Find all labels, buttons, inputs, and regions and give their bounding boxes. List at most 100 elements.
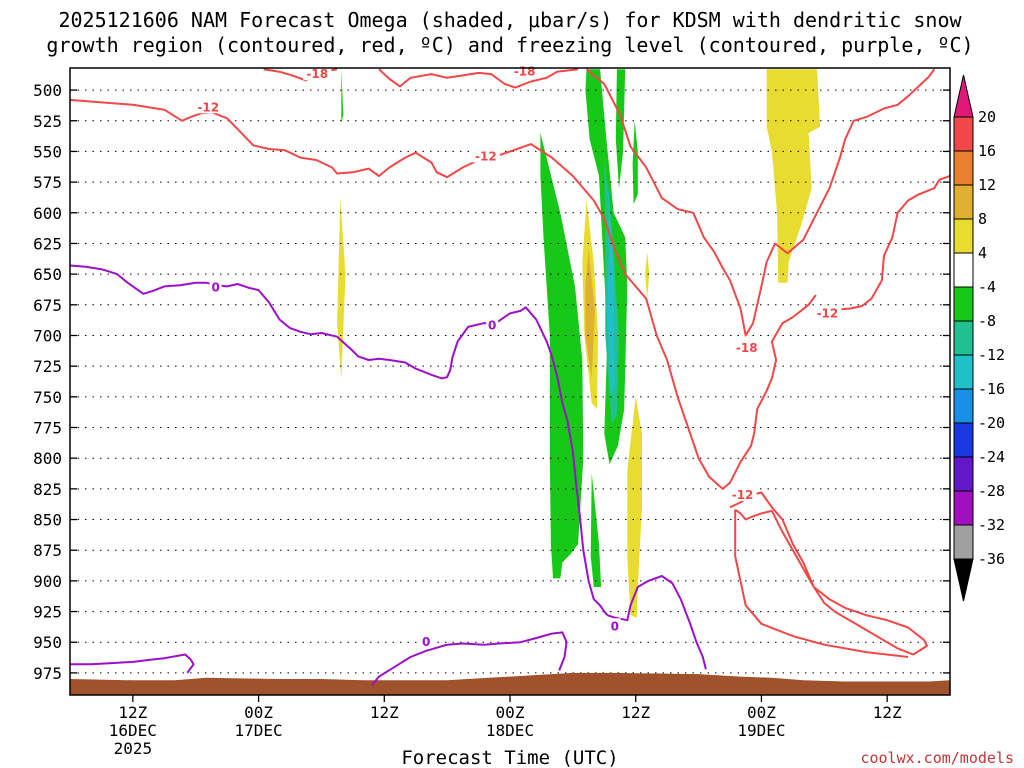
- y-tick-label: 825: [33, 480, 62, 499]
- dgz-contour-4: [818, 175, 950, 316]
- x-tick-label: 00Z: [747, 703, 776, 722]
- freezing-contour-0: [70, 264, 609, 616]
- x-axis-title: Forecast Time (UTC): [401, 747, 618, 768]
- colorbar-label: 8: [978, 210, 987, 228]
- contour-labels: -18 -18 -12 -12 -12 -18 -12 0 0 0 0: [194, 63, 842, 649]
- y-tick-label: 875: [33, 541, 62, 560]
- x-tick-label: 00Z: [244, 703, 273, 722]
- x-tick-label: 00Z: [496, 703, 525, 722]
- contour-label: 0: [211, 281, 219, 295]
- y-tick-label: 775: [33, 419, 62, 438]
- colorbar-bin: [953, 456, 974, 492]
- omega-area-12: [645, 252, 650, 299]
- terrain-area: [70, 672, 950, 695]
- x-tick-label: 19DEC: [737, 721, 785, 740]
- freezing-contour-1: [70, 653, 195, 674]
- contour-label-bg: [486, 317, 499, 332]
- omega-area-10: [632, 120, 638, 205]
- y-tick-label: 975: [33, 664, 62, 683]
- freezing-contour-3: [607, 575, 707, 670]
- y-tick-label: 675: [33, 296, 62, 315]
- colorbar-label: 20: [978, 108, 996, 126]
- x-tick-label: 12Z: [873, 703, 902, 722]
- omega-area-1: [337, 198, 346, 379]
- colorbar-label: -12: [978, 346, 1005, 364]
- plot-background: [70, 68, 950, 695]
- contour-label-bg: [471, 148, 500, 163]
- freezing-contour-2: [370, 631, 568, 686]
- colorbar-bin: [953, 524, 974, 560]
- credit-text: coolwx.com/models: [860, 749, 1014, 767]
- contour-label: -18: [306, 67, 328, 81]
- plot-area: -18 -18 -12 -12 -12 -18 -12 0 0 0 0: [69, 63, 951, 696]
- omega-shading: [337, 69, 821, 618]
- colorbar-label: -20: [978, 414, 1005, 432]
- dgz-contour-3: [585, 68, 936, 337]
- y-axis-pressure: 500 525 550 575 600 625 650 675 700 725 750 775 800 8…: [33, 81, 950, 683]
- omega-area-2: [540, 133, 584, 579]
- x-tick-label: 16DEC: [109, 721, 157, 740]
- y-tick-label: 525: [33, 112, 62, 131]
- y-tick-label: 850: [33, 511, 62, 530]
- colorbar-top-arrow: [953, 74, 974, 118]
- colorbar-bin: [953, 354, 974, 390]
- omega-area-0: [341, 69, 344, 124]
- contour-label-bg: [194, 99, 223, 114]
- colorbar-label: 12: [978, 176, 996, 194]
- colorbar-bin: [953, 150, 974, 186]
- chart-title-line1: 2025121606 NAM Forecast Omega (shaded, μ…: [58, 8, 962, 32]
- y-tick-label: 500: [33, 81, 62, 100]
- omega-area-13: [766, 69, 821, 283]
- y-tick-label: 900: [33, 572, 62, 591]
- contour-label: 0: [488, 319, 496, 333]
- colorbar-legend: 20 16 12 8 4 -4 -8 -12 -16 -20 -24 -28 -32 -36: [953, 74, 1005, 602]
- x-tick-label: 12Z: [118, 703, 147, 722]
- contour-label-bg: [608, 618, 621, 633]
- colorbar-label: -8: [978, 312, 996, 330]
- x-tick-label: 12Z: [621, 703, 650, 722]
- dgz-contour-2: [378, 68, 579, 89]
- colorbar-label: -4: [978, 278, 996, 296]
- y-tick-label: 925: [33, 603, 62, 622]
- x-tick-label: 12Z: [370, 703, 399, 722]
- colorbar-label: -28: [978, 482, 1005, 500]
- colorbar-bin: [953, 490, 974, 526]
- y-tick-label: 700: [33, 326, 62, 345]
- y-tick-label: 800: [33, 449, 62, 468]
- y-tick-label: 750: [33, 388, 62, 407]
- contour-label: -12: [475, 149, 497, 163]
- omega-area-5: [585, 249, 595, 379]
- colorbar-label: -24: [978, 448, 1005, 466]
- contour-label: -12: [197, 100, 219, 114]
- colorbar-bin: [953, 286, 974, 322]
- dgz-contour-5: [729, 491, 928, 656]
- omega-area-9: [607, 176, 615, 397]
- contour-label-bg: [510, 63, 539, 78]
- omega-area-7: [615, 69, 626, 189]
- colorbar-label: 16: [978, 142, 996, 160]
- contour-label: -12: [732, 488, 754, 502]
- x-tick-label: 2025: [114, 739, 153, 758]
- contour-label-bg: [303, 66, 332, 81]
- omega-area-3: [590, 472, 602, 587]
- contour-label: -18: [736, 341, 758, 355]
- contour-label-bg: [732, 339, 761, 354]
- colorbar-bin: [953, 116, 974, 152]
- colorbar-bin: [953, 218, 974, 254]
- chart-title-line2: growth region (contoured, red, ºC) and f…: [46, 33, 973, 57]
- x-tick-label: 17DEC: [234, 721, 282, 740]
- contour-label: 0: [422, 635, 430, 649]
- y-tick-label: 550: [33, 142, 62, 161]
- x-tick-label: 18DEC: [486, 721, 534, 740]
- y-tick-label: 575: [33, 173, 62, 192]
- colorbar-bin: [953, 422, 974, 458]
- contour-label-bg: [209, 279, 222, 294]
- colorbar-label: -32: [978, 516, 1005, 534]
- y-tick-label: 950: [33, 633, 62, 652]
- colorbar-bin: [953, 388, 974, 424]
- contour-label-bg: [420, 634, 433, 649]
- colorbar-bin: [953, 320, 974, 356]
- contour-label: -12: [817, 306, 839, 320]
- dgz-contour-6: [734, 509, 909, 658]
